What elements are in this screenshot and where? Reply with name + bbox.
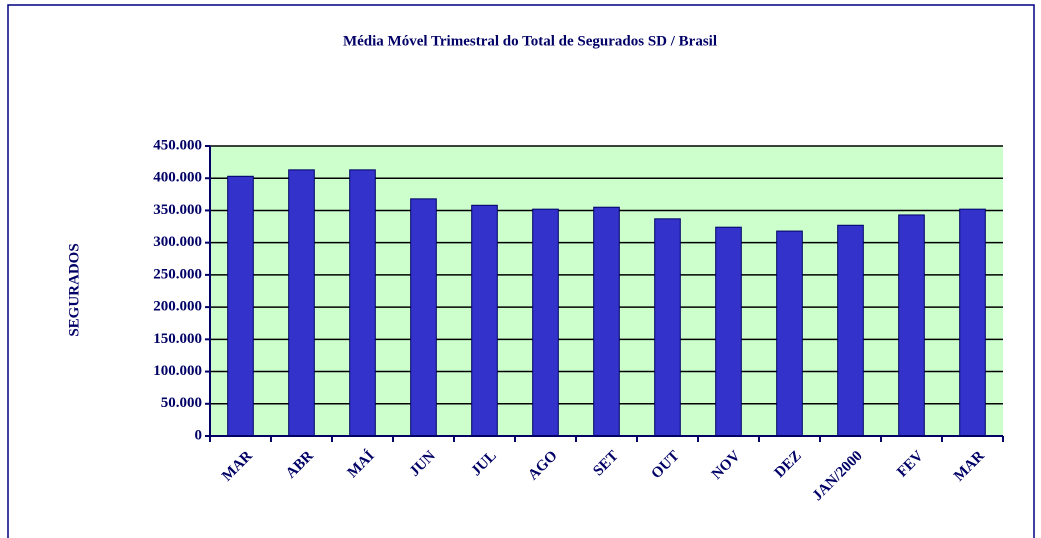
bar bbox=[288, 169, 315, 437]
y-tick-label: 0 bbox=[195, 427, 203, 443]
y-tick-label: 250.000 bbox=[153, 266, 202, 282]
bar bbox=[593, 206, 620, 437]
bar bbox=[471, 204, 498, 437]
chart-title: Média Móvel Trimestral do Total de Segur… bbox=[343, 33, 717, 49]
y-tick-label: 50.000 bbox=[161, 395, 202, 411]
bar bbox=[715, 226, 742, 437]
bar bbox=[410, 198, 437, 437]
bar bbox=[898, 214, 925, 437]
y-tick-label: 450.000 bbox=[153, 137, 202, 153]
bar bbox=[837, 224, 864, 437]
bar bbox=[532, 208, 559, 437]
bar bbox=[776, 230, 803, 437]
y-tick-label: 350.000 bbox=[153, 202, 202, 218]
y-tick-label: 300.000 bbox=[153, 234, 202, 250]
y-tick-label: 150.000 bbox=[153, 331, 202, 347]
y-tick-label: 400.000 bbox=[153, 170, 202, 186]
y-axis-label: SEGURADOS bbox=[66, 243, 82, 336]
y-tick-label: 100.000 bbox=[153, 363, 202, 379]
bar bbox=[227, 175, 254, 437]
bar bbox=[349, 169, 376, 437]
y-tick-label: 200.000 bbox=[153, 299, 202, 315]
bar bbox=[959, 208, 986, 437]
bar bbox=[654, 218, 681, 437]
